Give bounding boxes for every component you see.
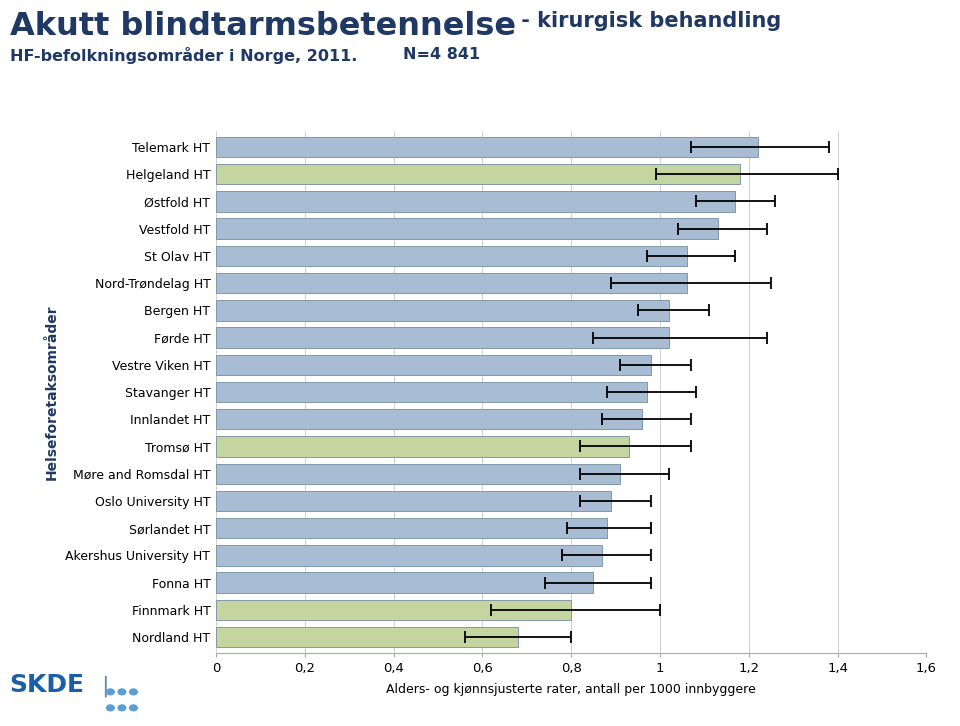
Bar [216,463,620,484]
Bar [216,436,629,457]
Bar [216,219,718,239]
Text: Akutt blindtarmsbetennelse: Akutt blindtarmsbetennelse [10,11,516,42]
Bar [216,136,757,158]
Bar [216,327,669,348]
Bar [216,545,602,566]
Bar [216,409,642,430]
Text: HF-befolkningsområder i Norge, 2011.: HF-befolkningsområder i Norge, 2011. [10,47,357,64]
X-axis label: Alders- og kjønnsjusterte rater, antall per 1000 innbyggere: Alders- og kjønnsjusterte rater, antall … [386,683,756,696]
Bar [216,354,651,375]
Bar [216,600,571,620]
Bar [216,245,686,266]
Bar [216,300,669,321]
Text: N=4 841: N=4 841 [403,47,480,62]
Bar [216,572,593,593]
Text: |: | [101,675,108,697]
Bar [216,164,740,184]
Bar [216,627,518,648]
Bar [216,518,607,539]
Bar [216,273,686,293]
Bar [216,491,612,511]
Bar [216,191,735,212]
Text: - kirurgisk behandling: - kirurgisk behandling [514,11,780,31]
Y-axis label: Helseforetaksområder: Helseforetaksområder [44,304,59,480]
Text: SKDE: SKDE [10,673,84,697]
Bar [216,382,647,402]
